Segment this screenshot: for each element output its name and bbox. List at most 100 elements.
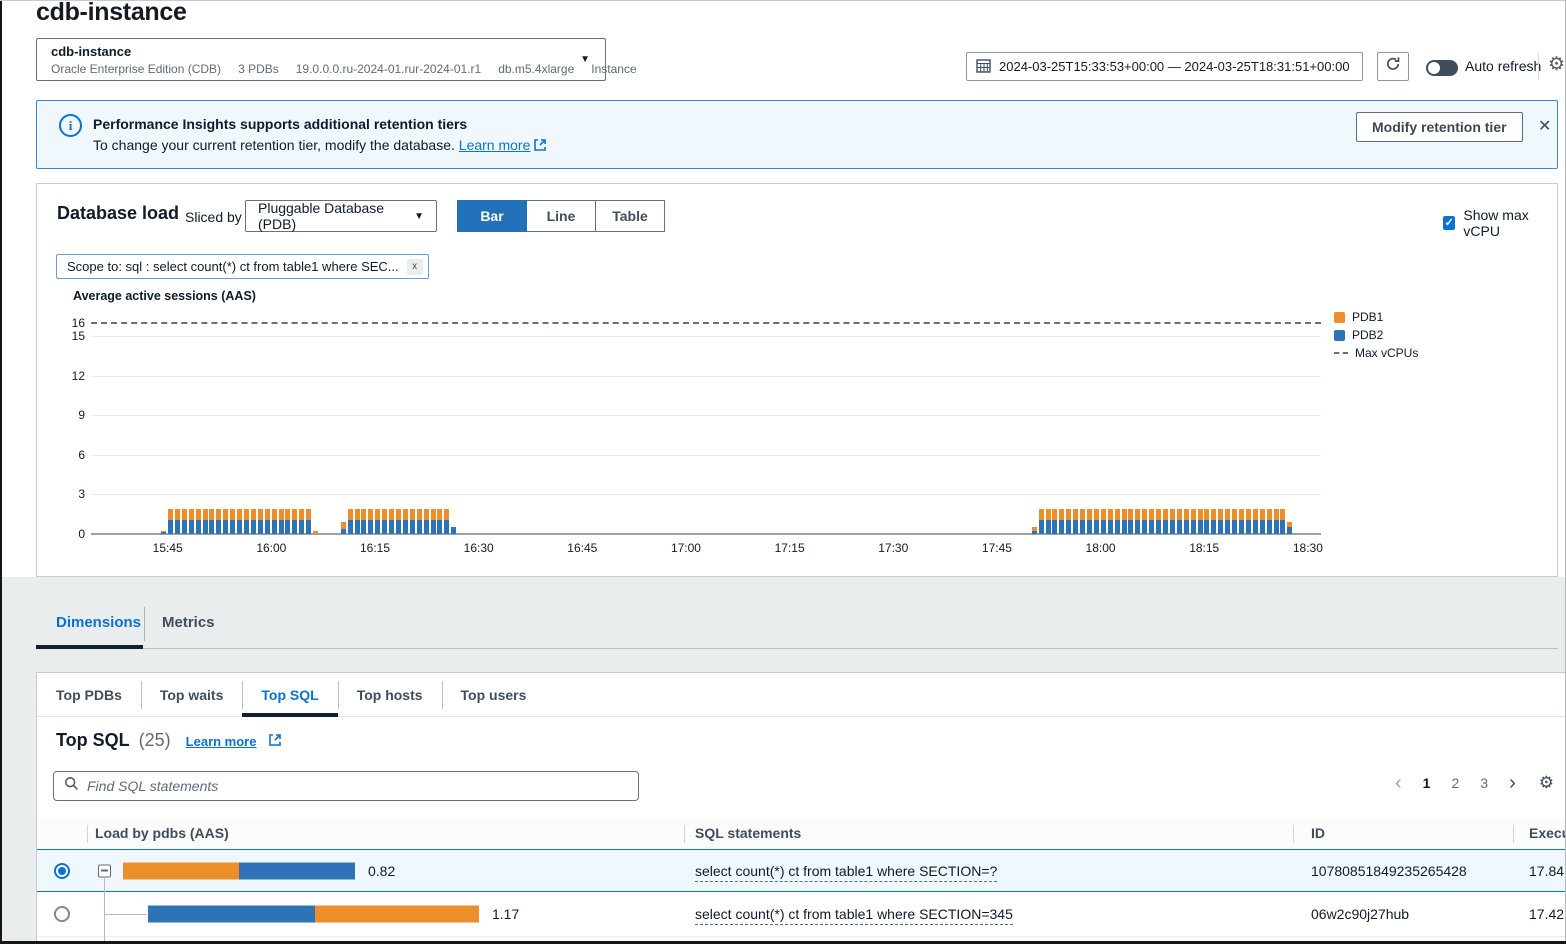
column-divider <box>1513 825 1514 843</box>
aas-bar <box>285 509 290 534</box>
color-swatch <box>1334 312 1345 323</box>
aas-bar <box>1108 509 1113 534</box>
load-bar-segment <box>239 862 355 879</box>
x-tick-label: 16:30 <box>464 541 494 555</box>
aas-bar <box>216 509 221 534</box>
remove-scope-button[interactable]: x <box>407 259 423 275</box>
pagination: ‹ 1 2 3 › ⚙ <box>1395 773 1554 793</box>
sql-id: 06w2c90j27hub <box>1311 906 1409 922</box>
grid-line <box>91 494 1321 495</box>
checkbox-icon: ✓ <box>1443 216 1455 230</box>
page-title: cdb-instance <box>36 0 187 27</box>
tab-metrics[interactable]: Metrics <box>162 614 215 631</box>
calendar-icon <box>976 58 991 76</box>
tab-top-users[interactable]: Top users <box>442 673 546 716</box>
row-radio-button[interactable] <box>54 906 70 922</box>
tab-top-sql[interactable]: Top SQL <box>242 673 337 716</box>
time-range-picker[interactable]: 2024-03-25T15:33:53+00:00 — 2024-03-25T1… <box>966 52 1363 81</box>
y-tick-label: 15 <box>72 329 85 343</box>
view-table-button[interactable]: Table <box>595 200 665 232</box>
sql-id: 10780851849235265428 <box>1311 863 1467 879</box>
page-1-button[interactable]: 1 <box>1423 775 1431 791</box>
close-icon[interactable]: ✕ <box>1538 116 1551 136</box>
view-toggle: Bar Line Table <box>457 200 665 232</box>
search-input[interactable] <box>87 778 628 794</box>
next-page-button[interactable]: › <box>1509 776 1516 790</box>
row-divider <box>37 936 1566 937</box>
modify-retention-tier-button[interactable]: Modify retention tier <box>1356 112 1523 142</box>
row-radio-button[interactable] <box>54 863 70 879</box>
aas-bar <box>1032 527 1037 534</box>
preferences-gear-icon[interactable]: ⚙ <box>1548 53 1565 76</box>
window-edge <box>0 941 1566 944</box>
aas-bar <box>1149 509 1154 534</box>
page-3-button[interactable]: 3 <box>1480 775 1488 791</box>
load-bar <box>123 862 355 879</box>
external-link-icon <box>534 138 546 154</box>
aas-bar <box>251 509 256 534</box>
tab-top-pdbs[interactable]: Top PDBs <box>37 673 141 716</box>
tab-dimensions[interactable]: Dimensions <box>56 614 141 631</box>
view-line-button[interactable]: Line <box>526 200 596 232</box>
tree-connector-horizontal <box>104 914 147 915</box>
aas-bar <box>417 509 422 534</box>
minus-icon <box>101 870 108 872</box>
executions-value: 17.42 <box>1529 906 1564 922</box>
scope-filter-tag: Scope to: sql : select count(*) ct from … <box>56 254 429 279</box>
view-bar-button[interactable]: Bar <box>457 200 527 232</box>
learn-more-link[interactable]: Learn more <box>186 734 257 749</box>
aas-bar <box>1287 522 1292 534</box>
instance-type: Instance <box>591 62 636 76</box>
aas-bar <box>182 509 187 534</box>
slice-value: Pluggable Database (PDB) <box>258 200 414 232</box>
aas-bar <box>1239 509 1244 534</box>
refresh-button[interactable] <box>1377 52 1409 81</box>
divider <box>1538 53 1539 80</box>
prev-page-button[interactable]: ‹ <box>1395 776 1402 790</box>
aas-bar <box>341 522 346 534</box>
auto-refresh-toggle[interactable] <box>1426 60 1458 76</box>
tab-top-waits[interactable]: Top waits <box>141 673 243 716</box>
legend-item: PDB1 <box>1334 311 1418 323</box>
active-tab-underline <box>36 645 143 649</box>
aas-bar <box>444 509 449 534</box>
aas-bar <box>258 509 263 534</box>
table-settings-icon[interactable]: ⚙ <box>1539 773 1554 793</box>
table-row[interactable]: 1.17 select count(*) ct from table1 where… <box>37 892 1566 936</box>
aas-bar <box>168 509 173 534</box>
aas-bar <box>1198 509 1203 534</box>
aas-bar <box>368 509 373 534</box>
aas-bar <box>313 531 318 534</box>
aas-bar <box>223 509 228 534</box>
table-row[interactable]: 0.82select count(*) ct from table1 where… <box>37 849 1566 892</box>
grid-line <box>91 336 1321 337</box>
tab-top-hosts[interactable]: Top hosts <box>338 673 442 716</box>
sql-statement-link[interactable]: select count(*) ct from table1 where SEC… <box>695 906 1013 925</box>
aas-bar <box>451 527 456 534</box>
collapse-row-toggle[interactable] <box>98 864 111 877</box>
aas-bar <box>306 509 311 534</box>
tree-connector-vertical <box>104 877 105 942</box>
legend-item: Max vCPUs <box>1334 347 1418 359</box>
aas-bar <box>403 509 408 534</box>
load-bar-segment <box>315 906 479 923</box>
show-max-vcpu-checkbox[interactable]: ✓ Show max vCPU <box>1443 207 1557 239</box>
y-tick-label: 0 <box>78 527 85 541</box>
aas-bar <box>355 509 360 534</box>
column-divider <box>684 825 685 843</box>
learn-more-link[interactable]: Learn more <box>459 137 531 153</box>
window-edge <box>0 0 1566 1</box>
search-icon <box>64 776 79 796</box>
aas-bar <box>265 509 270 534</box>
grid-line <box>91 455 1321 456</box>
aas-bar <box>1204 509 1209 534</box>
aas-bar <box>161 531 166 534</box>
aas-bar <box>230 509 235 534</box>
slice-selector[interactable]: Pluggable Database (PDB) ▼ <box>245 200 437 232</box>
instance-selector[interactable]: cdb-instance Oracle Enterprise Edition (… <box>36 38 606 81</box>
sql-statement-link[interactable]: select count(*) ct from table1 where SEC… <box>695 863 997 882</box>
page-2-button[interactable]: 2 <box>1451 775 1459 791</box>
aas-bar <box>424 509 429 534</box>
divider <box>144 607 145 641</box>
load-value: 1.17 <box>492 906 519 922</box>
